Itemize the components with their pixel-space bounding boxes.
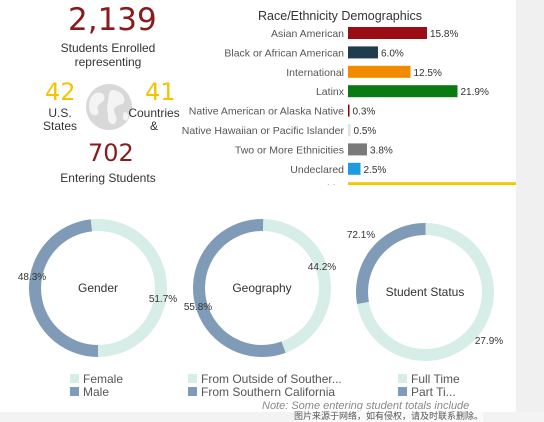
students-enrolled-label-line2: representing	[74, 55, 142, 69]
us-states-label-line1: U.S.	[48, 106, 72, 120]
legend-item-part-time[interactable]: Part Ti...	[398, 384, 460, 399]
donut-slice-male[interactable]	[29, 219, 167, 357]
bar-category-label-international: International	[286, 67, 344, 79]
legend-item-full-time[interactable]: Full Time	[398, 371, 460, 386]
globe-icon	[86, 84, 132, 130]
bar-latinx[interactable]	[348, 85, 458, 98]
us-states-label: U.S. States	[36, 107, 84, 133]
legend-swatch-part-time	[398, 387, 407, 396]
students-enrolled-label-line1: Students Enrolled	[60, 41, 156, 55]
geography-legend: From Outside of Souther... From Southern…	[188, 371, 342, 399]
bar-value-label-latinx: 21.9%	[461, 87, 489, 98]
bar-category-label-undeclared: Undeclared	[290, 164, 344, 176]
students-enrolled-label: Students Enrolled representing	[48, 41, 168, 69]
bottom-strip	[0, 412, 544, 422]
student-status-donut-chart: Student Status 72.1% 27.9%	[347, 223, 503, 361]
geography-donut-chart: Geography 44.2% 55.8%	[184, 219, 336, 357]
students-enrolled-number: 2,139	[68, 2, 157, 38]
gender-donut-chart: Gender 51.7% 48.3%	[18, 219, 177, 357]
countries-label: Countries &	[124, 107, 184, 133]
legend-item-female[interactable]: Female	[70, 371, 124, 386]
race-ethnicity-bar-chart: Race/Ethnicity Demographics Asian Americ…	[182, 9, 516, 185]
legend-swatch-male	[70, 387, 79, 396]
bar-value-label-black-or-african-american: 6.0%	[381, 48, 404, 59]
legend-swatch-outside-socal	[188, 374, 197, 383]
donut-title-student-status: Student Status	[386, 285, 465, 299]
countries-number: 41	[145, 78, 176, 106]
bar-chart-title: Race/Ethnicity Demographics	[258, 9, 422, 23]
bar-asian-american[interactable]	[348, 27, 427, 39]
donut-value-label-from-southern-california: 55.8%	[184, 302, 212, 313]
bar-native-hawaiian-or-pacific-islander[interactable]	[348, 124, 351, 136]
bar-category-label-black-or-african-american: Black or African American	[224, 47, 344, 59]
legend-swatch-socal	[188, 387, 197, 396]
legend-swatch-full-time	[398, 374, 407, 383]
gender-legend: Female Male	[70, 371, 124, 399]
bar-value-label-native-hawaiian-or-pacific-islander: 0.5%	[354, 126, 377, 137]
donut-value-label-male: 48.3%	[18, 272, 46, 283]
bar-category-label-native-hawaiian-or-pacific-islander: Native Hawaiian or Pacific Islander	[182, 125, 345, 137]
donut-value-label-full-time: 72.1%	[347, 230, 375, 241]
bar-native-american-or-alaska-native[interactable]	[348, 104, 350, 117]
bar-category-label-two-or-more-ethnicities: Two or More Ethnicities	[235, 144, 344, 156]
legend-item-outside-socal[interactable]: From Outside of Souther...	[188, 371, 342, 386]
bar-black-or-african-american[interactable]	[348, 46, 378, 59]
bar-value-label-asian-american: 15.8%	[430, 29, 458, 40]
legend-item-male[interactable]: Male	[70, 384, 123, 399]
donut-title-gender: Gender	[78, 281, 118, 295]
legend-swatch-female	[70, 374, 79, 383]
legend-label-part-time: Part Ti...	[411, 384, 456, 399]
student-status-legend: Full Time Part Ti...	[398, 371, 460, 399]
legend-label-socal: From Southern California	[201, 384, 336, 399]
donut-value-label-part-time: 27.9%	[475, 336, 503, 347]
legend-label-female: Female	[83, 371, 124, 386]
bar-value-label-international: 12.5%	[414, 68, 442, 79]
donut-value-label-female: 51.7%	[149, 294, 177, 305]
legend-label-outside-socal: From Outside of Souther...	[201, 371, 342, 386]
bar-category-label-asian-american: Asian American	[271, 28, 344, 40]
us-states-number: 42	[45, 78, 76, 106]
entering-students-number: 702	[88, 139, 134, 167]
bar-value-label-two-or-more-ethnicities: 3.8%	[370, 145, 393, 156]
bar-undeclared[interactable]	[348, 162, 361, 175]
us-states-label-line2: States	[42, 119, 78, 133]
bar-white[interactable]	[348, 182, 516, 185]
legend-label-full-time: Full Time	[411, 371, 460, 386]
donut-title-geography: Geography	[232, 281, 291, 295]
countries-label-line1: Countries	[128, 106, 180, 120]
bar-category-label-white: White	[317, 183, 344, 185]
watermark: 图片来源于网络，如有侵权，请及时联系删除。	[294, 409, 484, 422]
bar-two-or-more-ethnicities[interactable]	[348, 143, 367, 156]
entering-students-label: Entering Students	[60, 171, 156, 185]
bar-value-label-undeclared: 2.5%	[364, 165, 387, 176]
bar-international[interactable]	[348, 65, 411, 78]
legend-label-male: Male	[83, 384, 110, 399]
bar-category-label-native-american-or-alaska-native: Native American or Alaska Native	[189, 106, 344, 118]
legend-item-socal[interactable]: From Southern California	[188, 384, 342, 399]
bar-category-label-latinx: Latinx	[316, 86, 345, 98]
donut-value-label-from-outside-of-southern-california: 44.2%	[308, 262, 336, 273]
bar-value-label-native-american-or-alaska-native: 0.3%	[353, 107, 376, 118]
countries-label-line2: &	[149, 119, 158, 133]
scrollbar-track[interactable]	[516, 0, 544, 422]
